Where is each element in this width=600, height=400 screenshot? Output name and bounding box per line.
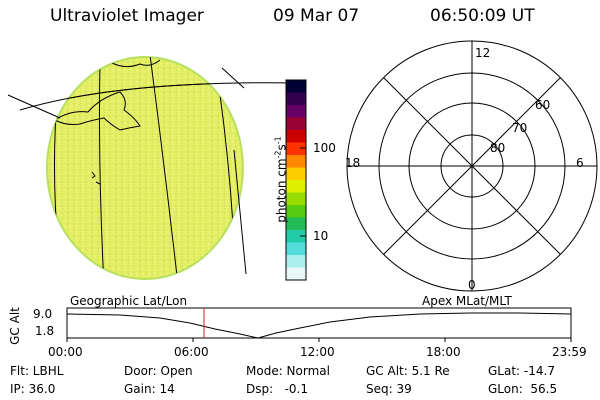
info-mode: Mode: Normal (246, 364, 330, 378)
colorbar-band (286, 117, 306, 131)
mlat-label-70: 70 (512, 121, 528, 135)
coastline-fragment (7, 94, 61, 119)
altitude-plot-frame (66, 307, 572, 339)
mlt-label-18: 18 (345, 156, 361, 170)
mlt-label-6: 6 (576, 156, 584, 170)
info-dsp: Dsp: -0.1 (246, 382, 309, 396)
date-label: 09 Mar 07 (273, 6, 360, 26)
xtick-label-1200: 12:00 (300, 345, 335, 359)
colorbar-band (286, 155, 306, 168)
polar-diagonal-2 (383, 77, 561, 255)
colorbar-band (286, 167, 306, 181)
info-gc-alt: GC Alt: 5.1 Re (366, 364, 450, 378)
instrument-title: Ultraviolet Imager (50, 6, 204, 26)
colorbar-band (286, 80, 306, 93)
altitude-ytick-top: 9.0 (33, 307, 53, 321)
info-glat: GLat: -14.7 (488, 364, 555, 378)
colorbar-band (286, 142, 306, 156)
latitude-line (19, 82, 301, 111)
longitude-line (233, 149, 247, 275)
colorbar-band (286, 105, 306, 118)
info-glon: GLon: 56.5 (488, 382, 558, 396)
coastline-fragment (221, 67, 245, 89)
colorbar-band (286, 205, 306, 218)
info-gain: Gain: 14 (124, 382, 175, 396)
colorbar-band (286, 192, 306, 206)
altitude-plot-left-title: Geographic Lat/Lon (70, 294, 188, 308)
xtick-label-0000: 00:00 (48, 345, 83, 359)
colorbar-tick-label-10: 10 (313, 229, 329, 243)
colorbar-band (286, 130, 306, 143)
colorbar-tick-label-100: 100 (313, 141, 336, 155)
colorbar-band (286, 242, 306, 256)
colorbar-band (286, 217, 306, 231)
xtick-label-0600: 06:00 (174, 345, 209, 359)
colorbar-band (286, 180, 306, 193)
mlat-label-60: 60 (535, 98, 551, 112)
coastline (54, 59, 161, 185)
colorbar-band (286, 230, 306, 243)
colorbar-band (286, 267, 306, 281)
earth-disk (46, 56, 244, 280)
info-filter: Flt: LBHL (10, 364, 64, 378)
altitude-ytick-bottom: 1.8 (35, 324, 55, 338)
xtick-label-2359: 23:59 (552, 345, 587, 359)
mlt-label-12: 12 (475, 46, 491, 60)
mlt-label-0: 0 (468, 278, 476, 292)
colorbar-band (286, 92, 306, 106)
info-ip: IP: 36.0 (10, 382, 56, 396)
mlat-label-80: 80 (490, 141, 506, 155)
info-door: Door: Open (124, 364, 193, 378)
xtick-label-1800: 18:00 (426, 345, 461, 359)
altitude-curve (66, 312, 572, 339)
info-seq: Seq: 39 (366, 382, 412, 396)
time-label: 06:50:09 UT (430, 6, 535, 26)
altitude-plot-right-title: Apex MLat/MLT (422, 294, 512, 308)
colorbar-band (286, 255, 306, 268)
